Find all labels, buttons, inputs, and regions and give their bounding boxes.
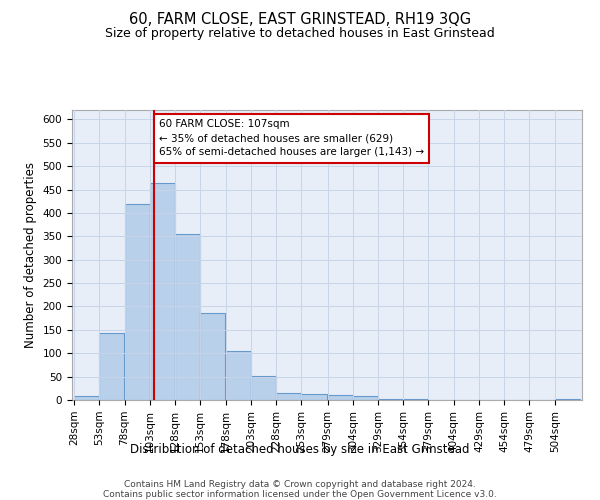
Bar [251,376,276,400]
Text: Contains HM Land Registry data © Crown copyright and database right 2024.
Contai: Contains HM Land Registry data © Crown c… [103,480,497,500]
Bar [378,398,403,400]
Bar [200,314,226,400]
Bar [276,393,301,400]
Text: Distribution of detached houses by size in East Grinstead: Distribution of detached houses by size … [130,442,470,456]
Bar [301,394,328,400]
Bar [74,396,99,400]
Bar [125,204,149,400]
Bar [226,351,251,400]
Bar [150,182,175,400]
Y-axis label: Number of detached properties: Number of detached properties [24,162,37,348]
Bar [100,333,124,400]
Bar [328,396,353,400]
Bar [353,396,378,400]
Text: 60, FARM CLOSE, EAST GRINSTEAD, RH19 3QG: 60, FARM CLOSE, EAST GRINSTEAD, RH19 3QG [129,12,471,28]
Bar [403,399,428,400]
Text: 60 FARM CLOSE: 107sqm
← 35% of detached houses are smaller (629)
65% of semi-det: 60 FARM CLOSE: 107sqm ← 35% of detached … [159,120,424,158]
Bar [175,234,200,400]
Bar [555,399,580,400]
Text: Size of property relative to detached houses in East Grinstead: Size of property relative to detached ho… [105,28,495,40]
